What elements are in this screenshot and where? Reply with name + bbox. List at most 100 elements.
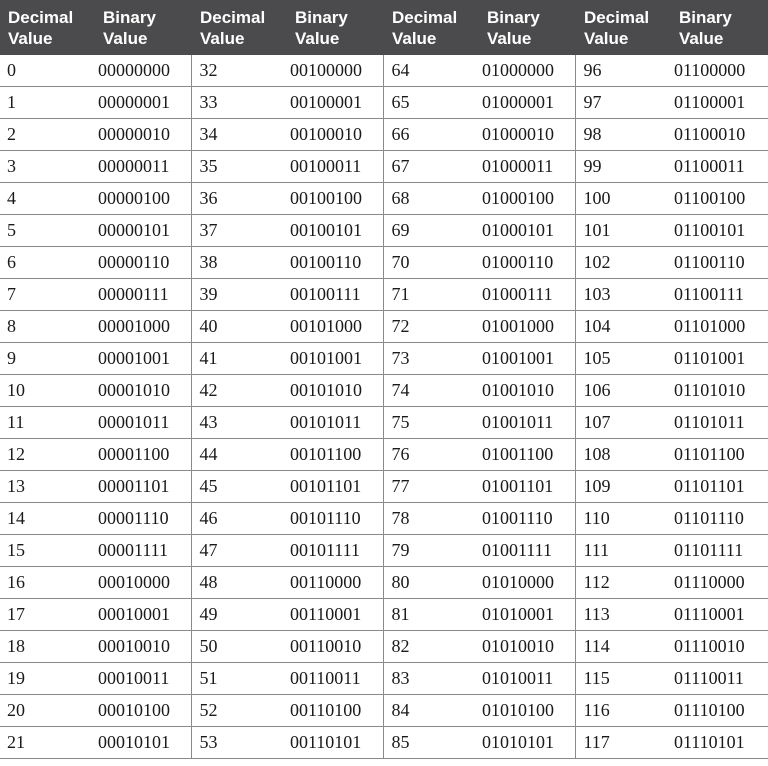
decimal-value-cell: 64 (383, 55, 479, 87)
table-row: 3 00000011 35 00100011 67 01000011 99 01100011 (0, 150, 768, 183)
table-body: 0 00000000 32 00100000 64 01000000 96 01100000 1… (0, 55, 768, 759)
decimal-value-cell: 98 (575, 118, 671, 151)
binary-value-cell: 00110100 (286, 694, 385, 727)
binary-value-cell: 01001101 (478, 470, 577, 503)
binary-value-cell: 00010011 (94, 662, 193, 695)
binary-value-cell: 00001111 (94, 534, 193, 567)
binary-value-cell: 00101110 (286, 502, 385, 535)
binary-value-cell: 00001100 (94, 438, 193, 471)
decimal-value-cell: 78 (383, 502, 479, 535)
decimal-value-cell: 16 (0, 566, 95, 599)
binary-value-cell: 01010100 (478, 694, 577, 727)
decimal-value-cell: 115 (575, 662, 671, 695)
binary-value-cell: 00000011 (94, 150, 193, 183)
binary-value-cell: 01110000 (670, 566, 768, 599)
decimal-value-cell: 38 (191, 246, 287, 279)
binary-value-cell: 00100000 (286, 55, 385, 87)
decimal-value-cell: 6 (0, 246, 95, 279)
decimal-value-cell: 9 (0, 342, 95, 375)
decimal-value-cell: 114 (575, 630, 671, 663)
decimal-value-cell: 101 (575, 214, 671, 247)
binary-value-cell: 01010010 (478, 630, 577, 663)
decimal-value-cell: 111 (575, 534, 671, 567)
binary-value-cell: 00001101 (94, 470, 193, 503)
decimal-value-cell: 85 (383, 726, 479, 759)
table-row: 11 00001011 43 00101011 75 01001011 107 0110101… (0, 406, 768, 439)
binary-value-cell: 00001001 (94, 342, 193, 375)
decimal-value-cell: 68 (383, 182, 479, 215)
decimal-value-cell: 83 (383, 662, 479, 695)
binary-value-cell: 01000010 (478, 118, 577, 151)
binary-value-cell: 00101010 (286, 374, 385, 407)
decimal-value-cell: 37 (191, 214, 287, 247)
table-row: 12 00001100 44 00101100 76 01001100 108 0110110… (0, 438, 768, 471)
table-row: 1 00000001 33 00100001 65 01000001 97 01100001 (0, 86, 768, 119)
decimal-value-cell: 77 (383, 470, 479, 503)
decimal-value-cell: 33 (191, 86, 287, 119)
decimal-value-cell: 100 (575, 182, 671, 215)
decimal-value-cell: 84 (383, 694, 479, 727)
binary-value-cell: 00110010 (286, 630, 385, 663)
binary-value-cell: 01101111 (670, 534, 768, 567)
binary-value-cell: 01100110 (670, 246, 768, 279)
decimal-value-cell: 45 (191, 470, 287, 503)
binary-value-cell: 00001000 (94, 310, 193, 343)
decimal-value-cell: 44 (191, 438, 287, 471)
binary-value-cell: 00100101 (286, 214, 385, 247)
binary-value-cell: 01010000 (478, 566, 577, 599)
decimal-value-cell: 19 (0, 662, 95, 695)
decimal-value-cell: 117 (575, 726, 671, 759)
decimal-value-cell: 113 (575, 598, 671, 631)
decimal-value-cell: 81 (383, 598, 479, 631)
header-binary-value: Binary Value (670, 0, 768, 55)
decimal-value-cell: 51 (191, 662, 287, 695)
binary-value-cell: 01000001 (478, 86, 577, 119)
binary-value-cell: 01010101 (478, 726, 577, 759)
binary-value-cell: 00100111 (286, 278, 385, 311)
header-decimal-value: Decimal Value (191, 0, 287, 55)
decimal-value-cell: 32 (191, 55, 287, 87)
decimal-value-cell: 79 (383, 534, 479, 567)
decimal-value-cell: 35 (191, 150, 287, 183)
binary-value-cell: 01000110 (478, 246, 577, 279)
binary-value-cell: 01101110 (670, 502, 768, 535)
binary-value-cell: 01100010 (670, 118, 768, 151)
binary-value-cell: 00010100 (94, 694, 193, 727)
header-row: Decimal Value Binary Value Decimal Value Bi… (0, 0, 768, 55)
binary-value-cell: 00100010 (286, 118, 385, 151)
binary-value-cell: 01100000 (670, 55, 768, 87)
decimal-value-cell: 76 (383, 438, 479, 471)
binary-value-cell: 00010010 (94, 630, 193, 663)
decimal-value-cell: 1 (0, 86, 95, 119)
decimal-value-cell: 97 (575, 86, 671, 119)
decimal-value-cell: 20 (0, 694, 95, 727)
table-row: 7 00000111 39 00100111 71 01000111 103 01100111 (0, 278, 768, 311)
binary-value-cell: 00000100 (94, 182, 193, 215)
table-row: 6 00000110 38 00100110 70 01000110 102 01100110 (0, 246, 768, 279)
binary-value-cell: 00101101 (286, 470, 385, 503)
decimal-value-cell: 46 (191, 502, 287, 535)
binary-value-cell: 00101000 (286, 310, 385, 343)
decimal-value-cell: 18 (0, 630, 95, 663)
decimal-value-cell: 34 (191, 118, 287, 151)
binary-value-cell: 01110101 (670, 726, 768, 759)
binary-value-cell: 01100111 (670, 278, 768, 311)
table-row: 13 00001101 45 00101101 77 01001101 109 0110110… (0, 470, 768, 503)
decimal-value-cell: 0 (0, 55, 95, 87)
binary-value-cell: 01001111 (478, 534, 577, 567)
table-row: 20 00010100 52 00110100 84 01010100 116 0111010… (0, 694, 768, 727)
decimal-value-cell: 103 (575, 278, 671, 311)
binary-value-cell: 01110001 (670, 598, 768, 631)
decimal-value-cell: 41 (191, 342, 287, 375)
binary-value-cell: 00110101 (286, 726, 385, 759)
decimal-value-cell: 3 (0, 150, 95, 183)
binary-value-cell: 00101001 (286, 342, 385, 375)
decimal-value-cell: 5 (0, 214, 95, 247)
binary-value-cell: 01000100 (478, 182, 577, 215)
decimal-value-cell: 4 (0, 182, 95, 215)
decimal-value-cell: 67 (383, 150, 479, 183)
decimal-value-cell: 7 (0, 278, 95, 311)
header-binary-value: Binary Value (94, 0, 192, 55)
binary-value-cell: 00000101 (94, 214, 193, 247)
